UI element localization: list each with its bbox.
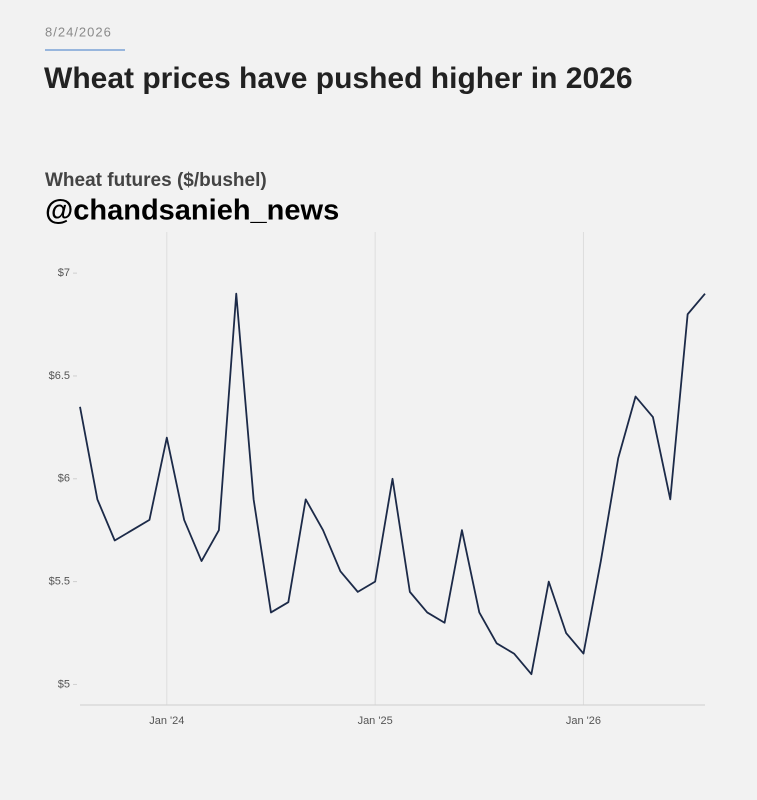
y-tick-label: $5 <box>58 678 70 690</box>
x-tick-label: Jan '26 <box>566 715 601 727</box>
x-tick-label: Jan '25 <box>358 715 393 727</box>
date: 8/24/2026 <box>45 24 112 39</box>
price-line <box>79 292 706 676</box>
y-tick-label: $5.5 <box>49 576 70 588</box>
watermark: @chandsanieh_news <box>45 195 339 227</box>
y-tick-label: $6 <box>58 473 70 485</box>
chart-title: Wheat prices have pushed higher in 2026 <box>44 62 633 95</box>
y-tick-label: $7 <box>58 267 70 279</box>
subtitle: Wheat futures ($/bushel) <box>45 170 267 191</box>
y-tick-label: $6.5 <box>49 370 70 382</box>
x-tick-label: Jan '24 <box>149 715 184 727</box>
